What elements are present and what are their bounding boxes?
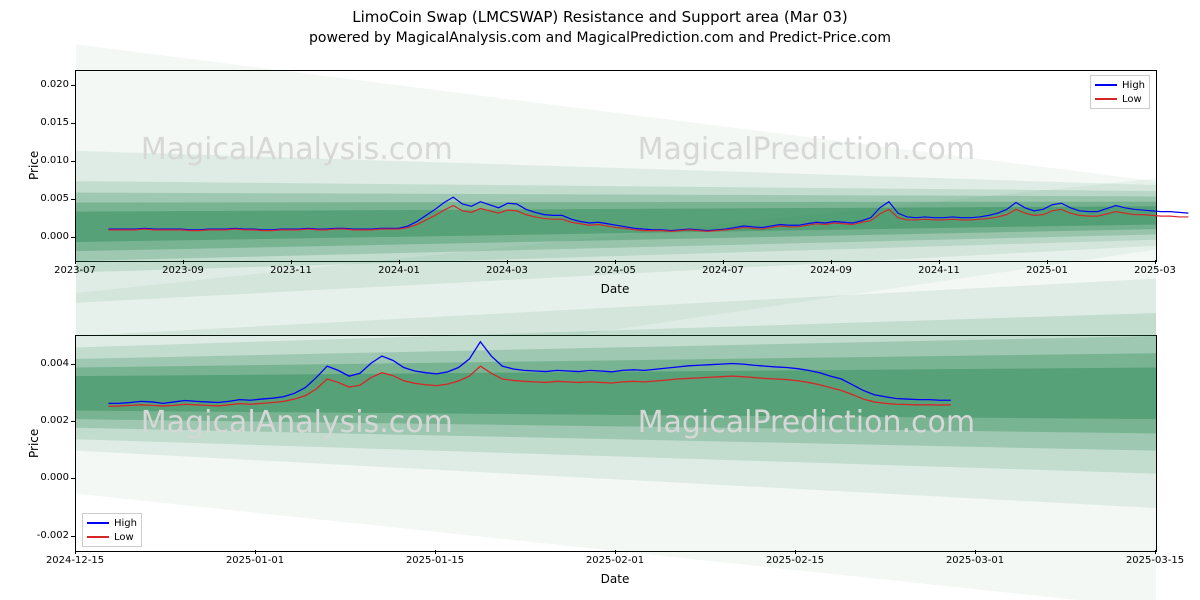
- y-tick-label: 0.005: [40, 193, 69, 204]
- legend-label: High: [114, 518, 137, 529]
- legend-swatch: [1095, 98, 1117, 100]
- y-tick: [71, 536, 75, 537]
- x-tick-label: 2024-12-15: [45, 555, 105, 566]
- x-tick-label: 2025-01-01: [225, 555, 285, 566]
- x-tick-label: 2024-09: [801, 265, 861, 276]
- x-tick: [939, 260, 940, 264]
- x-tick-label: 2023-07: [45, 265, 105, 276]
- support-resistance-band: [76, 368, 1156, 420]
- x-tick-label: 2025-03-15: [1125, 555, 1185, 566]
- legend-item: Low: [87, 530, 137, 544]
- x-tick-label: 2025-01: [1017, 265, 1077, 276]
- chart-legend: High Low: [1090, 75, 1150, 109]
- figure: LimoCoin Swap (LMCSWAP) Resistance and S…: [0, 0, 1200, 600]
- y-tick: [71, 364, 75, 365]
- x-tick-label: 2023-11: [261, 265, 321, 276]
- y-tick: [71, 123, 75, 124]
- x-tick: [1047, 260, 1048, 264]
- x-tick-label: 2024-01: [369, 265, 429, 276]
- x-tick-label: 2025-03: [1125, 265, 1185, 276]
- y-tick-label: 0.000: [40, 231, 69, 242]
- x-tick: [975, 550, 976, 554]
- x-tick: [75, 260, 76, 264]
- y-tick: [71, 478, 75, 479]
- legend-label: High: [1122, 80, 1145, 91]
- x-tick: [723, 260, 724, 264]
- x-tick-label: 2023-09: [153, 265, 213, 276]
- legend-swatch: [1095, 84, 1117, 86]
- chart-subtitle: powered by MagicalAnalysis.com and Magic…: [0, 30, 1200, 46]
- y-tick: [71, 199, 75, 200]
- x-tick-label: 2024-11: [909, 265, 969, 276]
- chart-title: LimoCoin Swap (LMCSWAP) Resistance and S…: [0, 8, 1200, 26]
- y-tick-label: 0.020: [40, 79, 69, 90]
- x-tick: [183, 260, 184, 264]
- legend-item: Low: [1095, 92, 1145, 106]
- legend-swatch: [87, 522, 109, 524]
- bottom-x-axis-label: Date: [75, 572, 1155, 586]
- y-tick-label: 0.004: [40, 358, 69, 369]
- y-tick-label: -0.002: [37, 530, 69, 541]
- chart-legend: High Low: [82, 513, 142, 547]
- y-tick: [71, 421, 75, 422]
- x-tick: [75, 550, 76, 554]
- x-tick: [1155, 260, 1156, 264]
- x-tick: [291, 260, 292, 264]
- y-tick: [71, 161, 75, 162]
- x-tick: [399, 260, 400, 264]
- x-tick-label: 2025-02-01: [585, 555, 645, 566]
- y-tick-label: 0.000: [40, 472, 69, 483]
- x-tick-label: 2024-03: [477, 265, 537, 276]
- x-tick: [615, 550, 616, 554]
- legend-label: Low: [1122, 94, 1142, 105]
- chart-svg: [76, 336, 1156, 551]
- x-tick-label: 2025-02-15: [765, 555, 825, 566]
- x-tick: [795, 550, 796, 554]
- x-tick: [615, 260, 616, 264]
- x-tick: [507, 260, 508, 264]
- y-tick-label: 0.015: [40, 117, 69, 128]
- bottom-y-axis-label: Price: [27, 428, 41, 457]
- x-tick: [831, 260, 832, 264]
- x-tick: [435, 550, 436, 554]
- bottom-chart-panel: MagicalAnalysis.comMagicalPrediction.com…: [75, 335, 1157, 552]
- x-tick-label: 2025-01-15: [405, 555, 465, 566]
- y-tick-label: 0.010: [40, 155, 69, 166]
- y-tick: [71, 85, 75, 86]
- legend-label: Low: [114, 532, 134, 543]
- top-y-axis-label: Price: [27, 151, 41, 180]
- legend-item: High: [87, 516, 137, 530]
- y-tick-label: 0.002: [40, 415, 69, 426]
- x-tick-label: 2025-03-01: [945, 555, 1005, 566]
- x-tick: [1155, 550, 1156, 554]
- x-tick-label: 2024-05: [585, 265, 645, 276]
- x-tick-label: 2024-07: [693, 265, 753, 276]
- legend-swatch: [87, 536, 109, 538]
- y-tick: [71, 237, 75, 238]
- x-tick: [255, 550, 256, 554]
- legend-item: High: [1095, 78, 1145, 92]
